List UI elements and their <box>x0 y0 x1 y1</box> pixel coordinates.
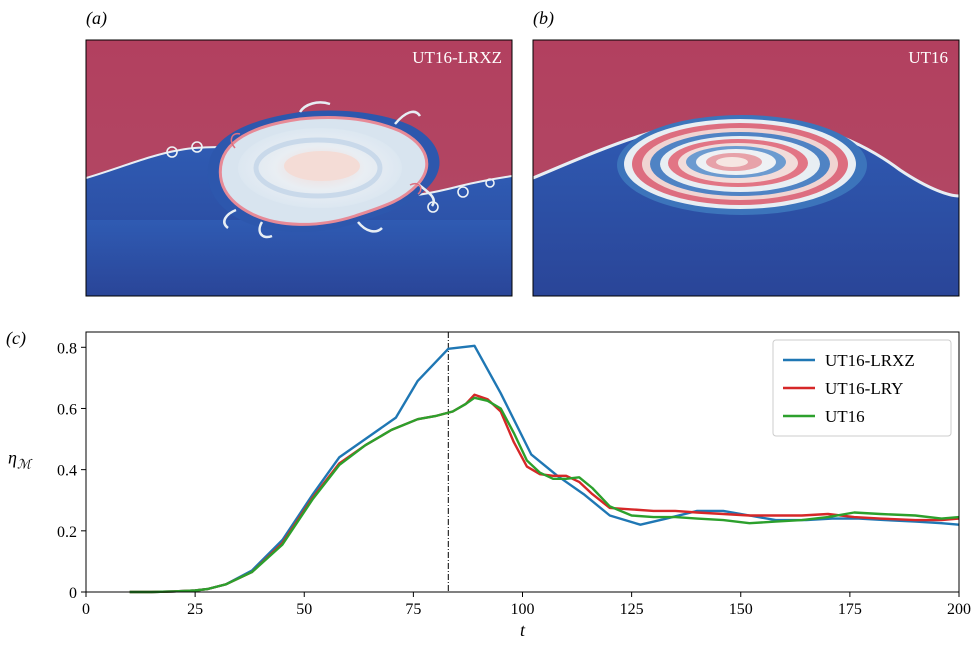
legend-box <box>772 339 952 437</box>
y-axis-label-subscript: ℳ <box>17 457 33 472</box>
x-tick-label: 200 <box>947 601 971 618</box>
y-tick-label: 0.8 <box>57 340 77 357</box>
x-tick-label: 150 <box>729 601 753 618</box>
legend-label: UT16-LRY <box>825 379 903 398</box>
panel-a-image <box>86 40 512 296</box>
x-tick-label: 0 <box>82 601 90 618</box>
y-axis-label-symbol: η <box>8 448 17 468</box>
line-chart: 0 25 50 75 100 125 150 175 200 0 0.2 0.4 0.6 0.8 t η… <box>8 331 971 640</box>
x-tick-label: 25 <box>187 601 203 618</box>
panel-c-letter: (c) <box>6 328 26 349</box>
panel-b-letter: (b) <box>533 8 554 29</box>
plot-frame <box>85 331 960 593</box>
x-tick-label: 50 <box>296 601 312 618</box>
legend: UT16-LRXZ UT16-LRY UT16 <box>772 339 952 437</box>
x-tick-label: 75 <box>405 601 421 618</box>
panel-b-label: UT16 <box>908 48 948 67</box>
x-axis-ticks: 0 25 50 75 100 125 150 175 200 <box>82 592 971 618</box>
y-tick-label: 0.2 <box>57 524 77 541</box>
legend-label: UT16 <box>825 407 865 426</box>
x-tick-label: 175 <box>838 601 862 618</box>
panel-a-label: UT16-LRXZ <box>412 48 502 67</box>
x-tick-label: 125 <box>620 601 644 618</box>
y-axis-label: ηℳ <box>8 448 33 472</box>
y-axis-ticks: 0 0.2 0.4 0.6 0.8 <box>57 340 86 602</box>
y-tick-label: 0.6 <box>57 401 77 418</box>
series-line-ut16 <box>129 396 960 594</box>
y-tick-label: 0.4 <box>57 463 77 480</box>
series-lines <box>129 344 960 594</box>
panel-b-image <box>533 40 959 296</box>
y-tick-label: 0 <box>69 585 77 602</box>
x-axis-label: t <box>520 620 526 640</box>
panel-a-letter: (a) <box>86 8 107 29</box>
legend-label: UT16-LRXZ <box>825 351 915 370</box>
x-tick-label: 100 <box>511 601 535 618</box>
